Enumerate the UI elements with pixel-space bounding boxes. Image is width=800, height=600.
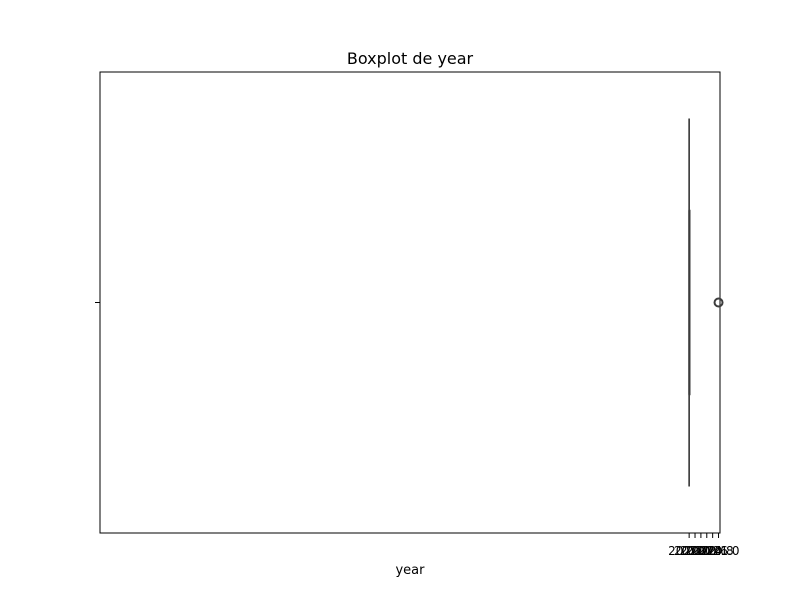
x-tick-label: 2020.0 bbox=[668, 544, 710, 558]
x-tick-label: 2020.4 bbox=[680, 544, 722, 558]
chart-title: Boxplot de year bbox=[347, 49, 474, 68]
x-tick-label: 2020.6 bbox=[686, 544, 728, 558]
x-tick-label: 2020.8 bbox=[692, 544, 734, 558]
box-group bbox=[688, 118, 724, 487]
x-axis-label: year bbox=[395, 563, 425, 578]
x-tick-label: 2021.0 bbox=[698, 544, 740, 558]
x-tick-label: 2020.2 bbox=[674, 544, 716, 558]
outlier-point bbox=[713, 297, 724, 308]
